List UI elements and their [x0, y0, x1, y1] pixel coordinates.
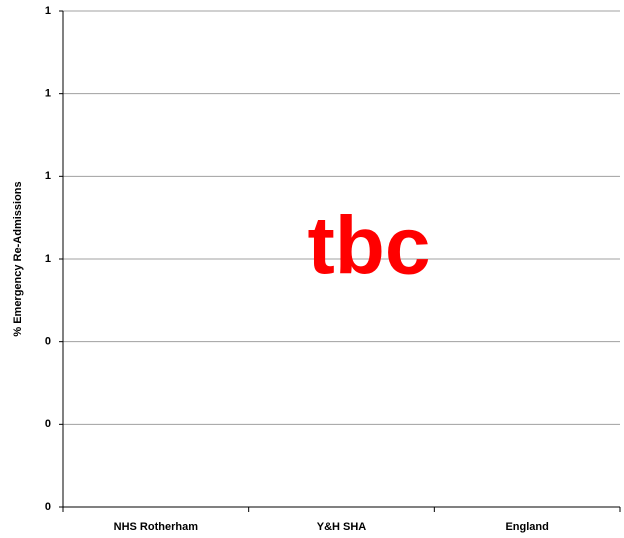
y-tick-label: 0: [45, 501, 51, 513]
x-tick-label: NHS Rotherham: [114, 521, 199, 533]
y-tick-label: 1: [45, 88, 51, 100]
y-axis-label: % Emergency Re-Admissions: [12, 181, 24, 336]
x-tick-label: Y&H SHA: [317, 521, 367, 533]
y-tick-label: 0: [45, 336, 51, 348]
x-tick-label: England: [505, 521, 548, 533]
y-tick-label: 1: [45, 5, 51, 17]
y-tick-label: 1: [45, 253, 51, 265]
y-tick-label: 1: [45, 170, 51, 182]
annotation: tbc: [308, 201, 431, 292]
y-tick-label: 0: [45, 418, 51, 430]
